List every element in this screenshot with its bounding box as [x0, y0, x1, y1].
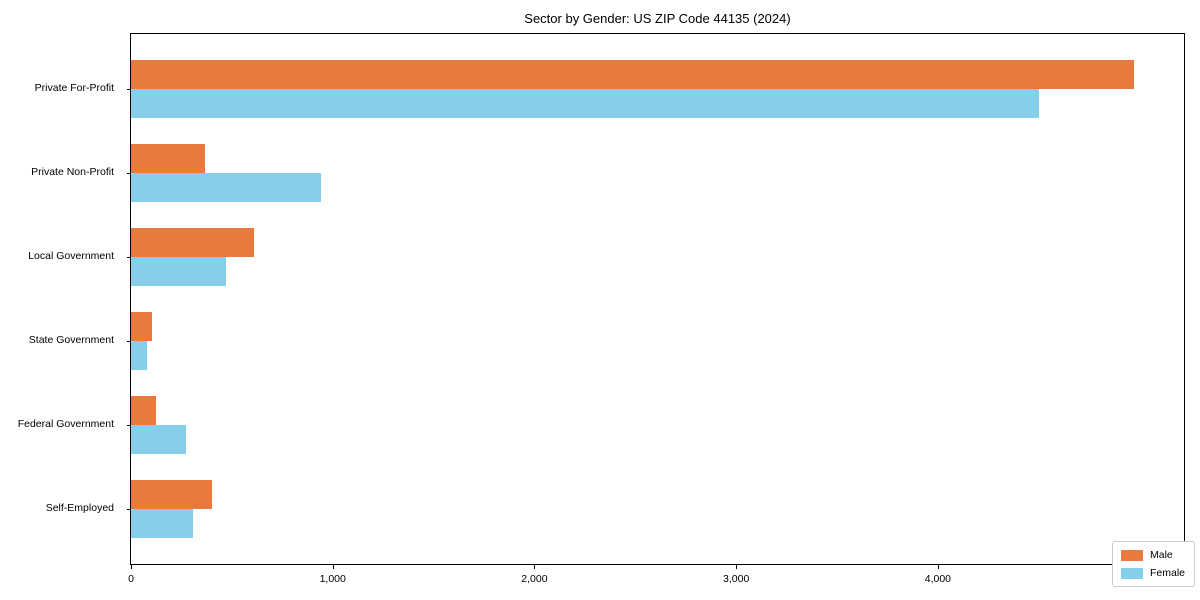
x-tick-label: 2,000: [521, 573, 548, 585]
y-tick-label: Local Government: [28, 249, 114, 262]
x-tick-label: 4,000: [924, 573, 952, 585]
bar-male: [131, 480, 212, 510]
y-tick-mark: [127, 88, 131, 90]
bar-female: [131, 88, 1039, 118]
y-tick-mark: [127, 256, 131, 258]
x-tick-mark: [736, 565, 738, 569]
legend-label: Female: [1149, 567, 1185, 579]
x-tick-label: 3,000: [723, 573, 750, 585]
bar-male: [131, 59, 1134, 89]
legend: Male Female: [1111, 541, 1195, 587]
bar-female: [131, 172, 321, 202]
bar-male: [131, 143, 205, 173]
y-axis-labels: Private For-Profit Private Non-Profit Loca…: [0, 33, 122, 565]
legend-swatch-male: [1120, 549, 1143, 561]
x-tick-mark: [332, 565, 334, 569]
x-tick-mark: [937, 565, 939, 569]
bar-female: [131, 425, 187, 455]
legend-swatch-female: [1120, 567, 1143, 579]
x-tick-label: 0: [128, 573, 134, 585]
legend-label: Male: [1149, 549, 1173, 561]
y-tick-mark: [127, 172, 131, 174]
bar-female: [131, 509, 193, 539]
y-tick-label: State Government: [28, 334, 114, 347]
y-tick-mark: [127, 509, 131, 511]
legend-item-female: Female: [1120, 567, 1185, 579]
y-tick-mark: [127, 341, 131, 343]
y-tick-label: Private For-Profit: [34, 81, 114, 94]
y-tick-label: Private Non-Profit: [31, 165, 114, 178]
bar-male: [131, 227, 255, 257]
legend-item-male: Male: [1120, 549, 1185, 561]
bar-female: [131, 341, 148, 371]
y-tick-mark: [127, 425, 131, 427]
chart-title: Sector by Gender: US ZIP Code 44135 (202…: [524, 11, 791, 26]
bar-male: [131, 396, 157, 426]
x-tick-mark: [534, 565, 536, 569]
bar-male: [131, 312, 153, 342]
y-tick-label: Self-Employed: [45, 502, 114, 515]
bar-female: [131, 256, 226, 286]
x-tick-mark: [131, 565, 132, 569]
y-tick-label: Federal Government: [17, 418, 114, 431]
x-tick-label: 1,000: [319, 573, 346, 585]
